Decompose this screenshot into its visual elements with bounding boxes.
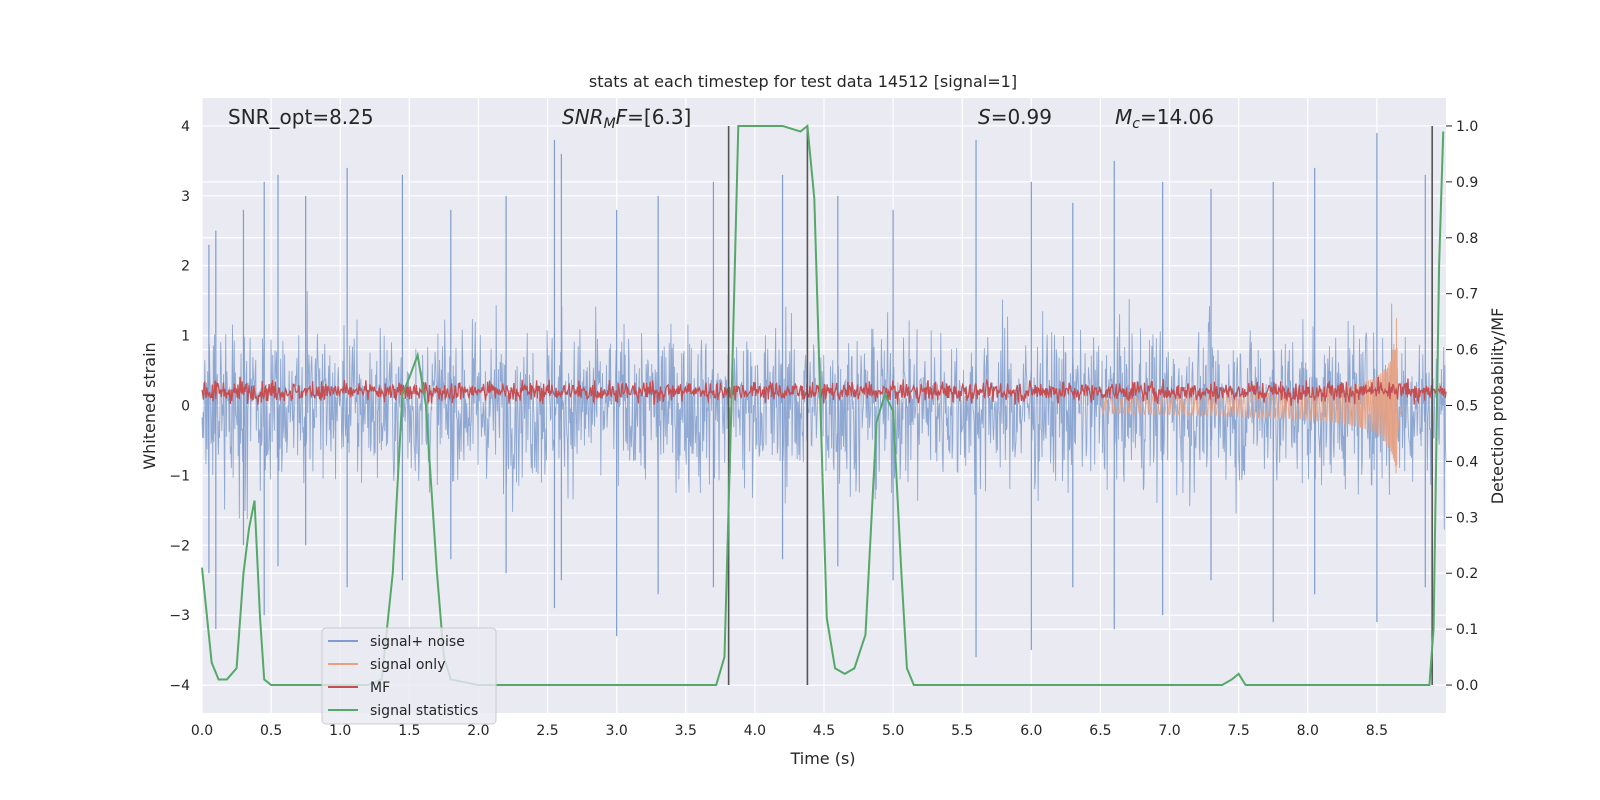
series-stat-line [201, 123, 1445, 687]
y-tick-label-right: 0.4 [1456, 454, 1478, 470]
annotation-snr-mf-italic2: F [616, 105, 628, 129]
annotations: SNR_opt=8.25 SNRMF=[6.3] S=0.99 Mc=14.06 [228, 105, 1214, 132]
y-tick-label-right: 1.0 [1456, 119, 1478, 135]
x-tick-label: 5.0 [882, 723, 904, 739]
x-tick-label: 0.0 [191, 723, 213, 739]
x-tick-label: 6.5 [1089, 723, 1111, 739]
y-tick-label: 3 [181, 189, 190, 205]
annotation-mc: Mc=14.06 [1115, 105, 1214, 132]
annotation-mc-italic: M [1115, 105, 1132, 129]
y-tick-label-right: 0.1 [1456, 622, 1478, 638]
legend-label-signal: signal only [370, 657, 445, 673]
y-tick-label: −1 [169, 468, 190, 484]
y-tick-label-right: 0.8 [1456, 231, 1478, 247]
y-tick-label-right: 0.3 [1456, 510, 1478, 526]
x-tick-label: 4.0 [744, 723, 766, 739]
x-tick-label: 5.5 [951, 723, 973, 739]
x-tick-label: 2.5 [536, 723, 558, 739]
x-tick-label: 4.5 [813, 723, 835, 739]
y-tick-label: −2 [169, 538, 190, 554]
annotation-s: S=0.99 [978, 105, 1052, 129]
y-tick-label: −4 [169, 678, 190, 694]
y-tick-label-right: 0.7 [1456, 287, 1478, 303]
x-tick-label: 8.0 [1297, 723, 1319, 739]
x-tick-label: 6.0 [1020, 723, 1042, 739]
x-tick-label: 1.0 [329, 723, 351, 739]
x-tick-label: 7.5 [1228, 723, 1250, 739]
y-tick-label-right: 0.5 [1456, 399, 1478, 415]
y-tick-label: 1 [181, 329, 190, 345]
x-tick-label: 3.0 [606, 723, 628, 739]
y-tick-label: 4 [181, 119, 190, 135]
x-tick-label: 2.0 [467, 723, 489, 739]
annotation-s-italic: S [978, 105, 991, 129]
x-tick-label: 7.0 [1158, 723, 1180, 739]
annotation-snr-mf-sub: M [604, 116, 616, 132]
legend-label-noise: signal+ noise [370, 634, 465, 650]
legend-box [321, 627, 497, 725]
y-axis-label: Whitened strain [140, 342, 159, 469]
y-tick-label: 0 [181, 399, 190, 415]
y-axis-label-right: Detection probability/MF [1488, 308, 1507, 505]
series-mf-line [201, 376, 1447, 406]
legend: signal+ noise signal only MF signal stat… [321, 627, 497, 725]
y-tick-label-right: 0.9 [1456, 175, 1478, 191]
x-tick-label: 0.5 [260, 723, 282, 739]
annotation-s-rest: =0.99 [991, 105, 1052, 129]
series-signal-line [1100, 318, 1405, 474]
annotation-snr-mf: SNRMF=[6.3] [562, 105, 691, 132]
annotation-snr-mf-rest: =[6.3] [627, 105, 691, 129]
legend-label-mf: MF [370, 680, 390, 696]
y-tick-label-right: 0.2 [1456, 566, 1478, 582]
annotation-mc-sub: c [1132, 116, 1140, 132]
series-noise-line [201, 291, 1447, 530]
legend-label-stat: signal statistics [370, 703, 478, 719]
annotation-snr-mf-italic: SNR [562, 105, 604, 129]
plot-area: 0.0 0.5 1.0 1.5 2.0 2.5 3.0 3.5 4.0 4.5 5.0 5.5 6.0 6… [169, 98, 1478, 739]
y-tick-label: 2 [181, 259, 190, 275]
x-tick-label: 3.5 [675, 723, 697, 739]
x-tick-label: 1.5 [398, 723, 420, 739]
annotation-mc-rest: =14.06 [1140, 105, 1214, 129]
y-tick-label-right: 0.6 [1456, 343, 1478, 359]
x-tick-label: 8.5 [1366, 723, 1388, 739]
x-axis-label: Time (s) [789, 749, 855, 768]
chart-title: stats at each timestep for test data 145… [589, 72, 1017, 91]
y-tick-label-right: 0.0 [1456, 678, 1478, 694]
annotation-snr-opt: SNR_opt=8.25 [228, 105, 374, 129]
y-tick-label: −3 [169, 608, 190, 624]
